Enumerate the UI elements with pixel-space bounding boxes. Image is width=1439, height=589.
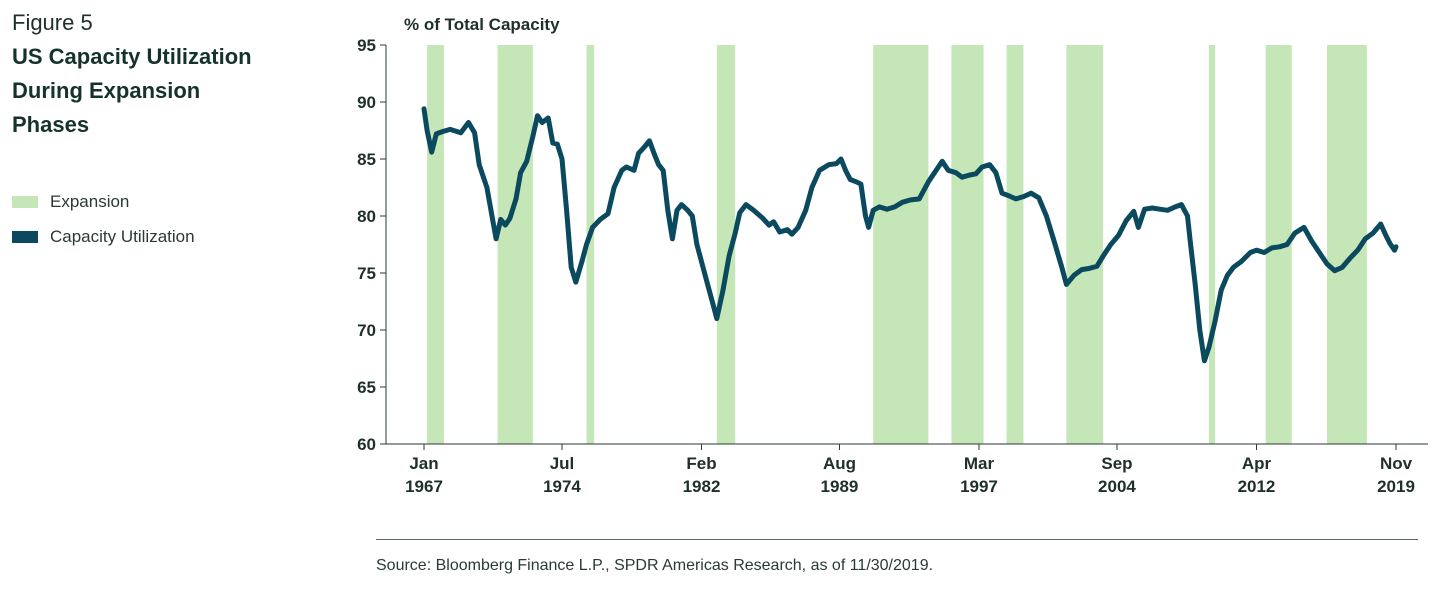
y-tick-label: 60 [357, 435, 376, 454]
axes: 60 65 70 75 80 85 90 95 Jan 1967 Jul 1974 Feb 1982 Aug… [357, 36, 1428, 496]
legend-swatch-expansion [12, 195, 38, 208]
x-tick-label-month: Feb [686, 454, 716, 473]
expansion-band-1 [427, 45, 444, 444]
x-tick-label-year: 2012 [1238, 477, 1276, 496]
x-tick-label-year: 1982 [683, 477, 721, 496]
x-tick-label-year: 1967 [405, 477, 443, 496]
legend-item-capacity-utilization: Capacity Utilization [12, 219, 195, 254]
x-tick-label-year: 1989 [821, 477, 859, 496]
x-tick-label-month: Jul [550, 454, 575, 473]
expansion-band-4 [716, 45, 736, 444]
expansion-band-6 [951, 45, 984, 444]
x-tick-label-year: 1974 [543, 477, 581, 496]
y-tick-label: 95 [357, 36, 376, 55]
expansion-band-5 [873, 45, 929, 444]
x-tick-label-month: Sep [1101, 454, 1132, 473]
expansion-band-9 [1208, 45, 1216, 444]
y-axis-label: % of Total Capacity [404, 15, 560, 34]
legend: Expansion Capacity Utilization [12, 184, 195, 254]
expansion-band-8 [1066, 45, 1104, 444]
source-note: Source: Bloomberg Finance L.P., SPDR Ame… [376, 557, 934, 574]
x-tick-label-year: 2019 [1377, 477, 1415, 496]
y-tick-label: 80 [357, 207, 376, 226]
figure-title: US Capacity Utilization During Expansion… [12, 44, 252, 137]
x-tick-label-year: 1997 [960, 477, 998, 496]
x-tick-label-month: Jan [409, 454, 438, 473]
y-tick-label: 65 [357, 378, 376, 397]
legend-item-expansion: Expansion [12, 184, 195, 219]
expansion-band-3 [586, 45, 595, 444]
expansion-band-2 [497, 45, 533, 444]
series-layer [421, 106, 1399, 364]
expansion-band-7 [1006, 45, 1024, 444]
y-tick-label: 75 [357, 264, 376, 283]
x-tick-label-month: Aug [823, 454, 856, 473]
y-tick-label: 85 [357, 150, 376, 169]
legend-label-capacity-utilization: Capacity Utilization [50, 226, 195, 246]
x-tick-label-month: Mar [964, 454, 995, 473]
x-tick-label-month: Apr [1242, 454, 1272, 473]
source-divider [376, 539, 1418, 540]
figure-label: Figure 5 [12, 10, 93, 35]
series-line-capacity-utilization [421, 106, 1399, 364]
y-tick-label: 70 [357, 321, 376, 340]
legend-label-expansion: Expansion [50, 191, 130, 211]
x-tick-label-month: Nov [1380, 454, 1413, 473]
x-tick-label-year: 2004 [1098, 477, 1136, 496]
legend-swatch-capacity-utilization [12, 230, 38, 243]
y-tick-label: 90 [357, 93, 376, 112]
